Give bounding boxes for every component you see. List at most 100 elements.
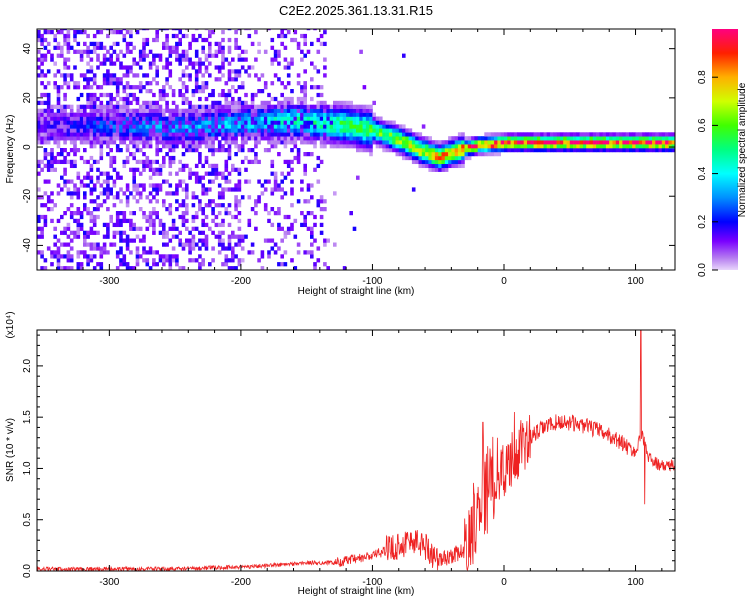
heatmap-cell xyxy=(254,155,258,161)
heatmap-cell xyxy=(175,124,179,129)
heatmap-cell xyxy=(155,187,159,192)
heatmap-cell xyxy=(398,148,403,153)
heatmap-cell xyxy=(145,53,150,58)
heatmap-cell xyxy=(319,85,324,90)
heatmap-cell xyxy=(50,124,54,129)
heatmap-cell xyxy=(665,140,669,145)
heatmap-cell xyxy=(569,144,574,149)
heatmap-cell xyxy=(102,81,107,86)
heatmap-cell xyxy=(451,148,455,153)
heatmap-cell xyxy=(425,136,429,141)
x-tick-label: -200 xyxy=(231,276,251,287)
heatmap-cell xyxy=(79,266,84,270)
heatmap-cell xyxy=(599,144,603,149)
heatmap-cell xyxy=(428,144,432,149)
heatmap-cell xyxy=(589,136,594,141)
heatmap-cell xyxy=(398,152,403,157)
heatmap-cell xyxy=(296,250,301,255)
heatmap-cell xyxy=(306,116,311,121)
heatmap-cell xyxy=(50,155,54,161)
heatmap-cell xyxy=(290,120,294,125)
heatmap-cell xyxy=(339,144,344,149)
heatmap-cell xyxy=(96,230,100,235)
heatmap-cell xyxy=(211,89,215,94)
heatmap-cell xyxy=(208,199,212,204)
heatmap-cell xyxy=(194,85,199,90)
heatmap-cell xyxy=(185,207,189,212)
heatmap-cell xyxy=(333,104,337,109)
heatmap-cell xyxy=(254,203,258,208)
heatmap-cell xyxy=(622,136,626,141)
heatmap-cell xyxy=(346,104,350,109)
heatmap-cell xyxy=(319,222,324,228)
heatmap-cell xyxy=(168,112,173,117)
heatmap-cell xyxy=(125,65,130,70)
heatmap-cell xyxy=(313,104,317,109)
heatmap-cell xyxy=(217,203,222,208)
heatmap-cell xyxy=(158,140,163,145)
heatmap-cell xyxy=(257,136,261,141)
heatmap-cell xyxy=(89,100,94,106)
heatmap-cell xyxy=(181,214,186,220)
colorbar-tick-label: 0.0 xyxy=(697,263,708,277)
heatmap-cell xyxy=(211,140,215,145)
heatmap-cell xyxy=(283,191,288,196)
heatmap-cell xyxy=(112,179,117,184)
x-tick-label: -300 xyxy=(99,577,119,588)
heatmap-cell xyxy=(185,218,189,224)
heatmap-cell xyxy=(352,120,357,125)
heatmap-cell xyxy=(286,112,291,117)
heatmap-cell xyxy=(89,144,94,149)
heatmap-cell xyxy=(86,207,90,212)
heatmap-cell xyxy=(79,73,84,78)
heatmap-cell xyxy=(83,85,87,90)
heatmap-cell xyxy=(194,81,199,86)
heatmap-cell xyxy=(40,124,44,129)
heatmap-cell xyxy=(323,128,327,133)
heatmap-cell xyxy=(142,128,146,133)
heatmap-cell xyxy=(152,195,156,200)
heatmap-cell xyxy=(102,242,107,247)
heatmap-cell xyxy=(185,140,189,145)
heatmap-cell xyxy=(240,246,245,251)
heatmap-cell xyxy=(119,96,123,102)
heatmap-cell xyxy=(273,140,278,145)
heatmap-cell xyxy=(66,207,71,212)
heatmap-cell xyxy=(165,81,169,86)
heatmap-cell xyxy=(333,116,337,121)
heatmap-cell xyxy=(303,128,307,133)
heatmap-cell xyxy=(464,140,469,145)
heatmap-cell xyxy=(63,81,67,86)
heatmap-cell xyxy=(234,132,238,137)
heatmap-cell xyxy=(369,108,373,113)
heatmap-cell xyxy=(290,100,294,106)
heatmap-cell xyxy=(227,171,232,176)
heatmap-cell xyxy=(273,96,278,102)
heatmap-cell xyxy=(257,41,261,47)
heatmap-cell xyxy=(168,132,173,137)
heatmap-cell xyxy=(359,140,363,145)
heatmap-cell xyxy=(125,159,130,165)
heatmap-cell xyxy=(652,148,656,153)
heatmap-cell xyxy=(132,73,136,78)
heatmap-cell xyxy=(109,242,113,247)
heatmap-cell xyxy=(56,246,61,251)
heatmap-cell xyxy=(457,163,462,169)
heatmap-cell xyxy=(323,120,327,125)
heatmap-cell xyxy=(138,254,143,259)
heatmap-cell xyxy=(267,140,271,145)
heatmap-cell xyxy=(53,61,57,66)
heatmap-cell xyxy=(191,242,196,247)
heatmap-cell xyxy=(352,112,357,117)
heatmap-cell xyxy=(622,144,626,149)
heatmap-cell xyxy=(359,120,363,125)
heatmap-cell xyxy=(145,250,150,255)
heatmap-cell xyxy=(53,140,57,145)
heatmap-cell xyxy=(461,144,465,149)
heatmap-cell xyxy=(194,29,199,31)
heatmap-cell xyxy=(612,144,617,149)
heatmap-cell xyxy=(73,136,77,141)
heatmap-cell xyxy=(132,136,136,141)
heatmap-cell xyxy=(500,132,505,137)
heatmap-cell xyxy=(589,140,594,145)
